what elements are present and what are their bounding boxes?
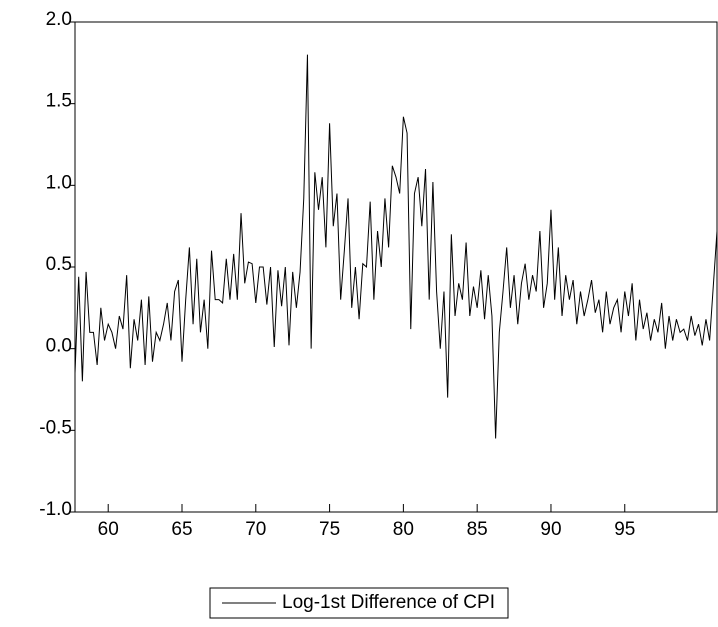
legend-label: Log-1st Difference of CPI: [282, 592, 495, 613]
y-tick-label: -1.0: [39, 499, 72, 520]
x-tick-label: 70: [245, 519, 266, 540]
x-tick-label: 85: [467, 519, 488, 540]
y-tick-label: 2.0: [46, 9, 72, 30]
x-tick-label: 60: [98, 519, 119, 540]
x-tick-label: 80: [393, 519, 414, 540]
x-tick-label: 95: [614, 519, 635, 540]
x-tick-label: 75: [319, 519, 340, 540]
y-tick-label: 1.0: [46, 172, 72, 193]
y-tick-label: 0.0: [46, 336, 72, 357]
data-line: [74, 54, 718, 439]
y-tick-label: 0.5: [46, 254, 72, 275]
y-tick-label: -0.5: [39, 417, 72, 438]
plot-frame: [74, 21, 718, 513]
x-tick-label: 65: [171, 519, 192, 540]
y-tick-label: 1.5: [46, 91, 72, 112]
x-tick-label: 90: [540, 519, 561, 540]
